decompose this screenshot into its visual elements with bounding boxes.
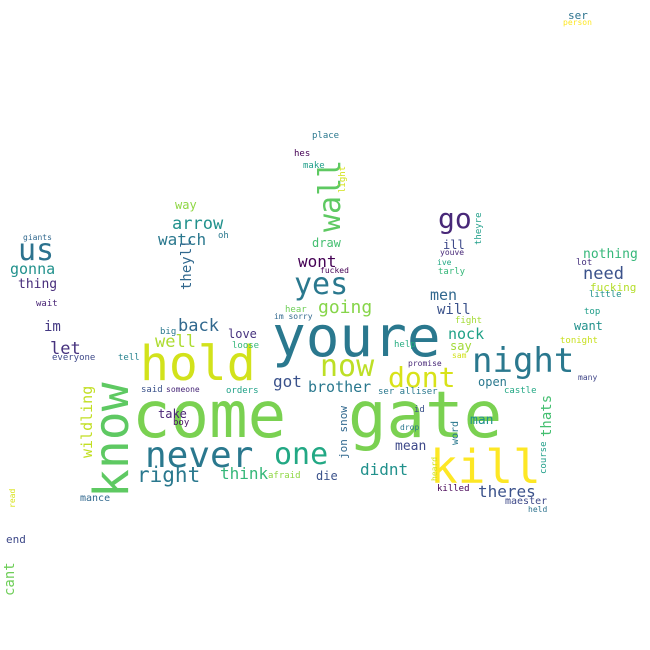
word-come: come — [132, 379, 287, 453]
word-make: make — [303, 161, 325, 171]
word-course: course — [539, 441, 549, 474]
word-die: die — [316, 469, 338, 483]
word-gate: gate — [348, 379, 503, 453]
word-said: said — [141, 385, 163, 395]
word-gonna: gonna — [10, 260, 56, 278]
word-fight: fight — [455, 316, 483, 326]
word-giants: giants — [23, 233, 52, 242]
word-youre: youre — [272, 305, 441, 370]
word-take: take — [158, 407, 187, 421]
word-watch: watch — [158, 230, 207, 249]
word-let: let — [50, 339, 81, 359]
word-someone: someone — [166, 385, 200, 394]
word-jon-snow: jon snow — [337, 406, 350, 459]
word-men: men — [430, 286, 458, 304]
word-word: word — [450, 420, 461, 445]
word-theyll: theyll — [179, 239, 195, 290]
word-im-sorry: im sorry — [274, 312, 313, 321]
word-way: way — [175, 198, 197, 212]
word-wildling: wildling — [78, 385, 96, 458]
word-tarly: tarly — [438, 267, 466, 277]
word-wait: wait — [36, 299, 58, 309]
word-ser: ser — [568, 9, 588, 22]
word-night: night — [472, 341, 575, 381]
word-afraid: afraid — [268, 471, 301, 481]
word-theyre: theyre — [474, 212, 484, 245]
word-kill: kill — [430, 440, 541, 494]
word-nock: nock — [448, 325, 485, 343]
word-go: go — [438, 202, 472, 235]
word-theres: theres — [478, 482, 536, 501]
word-man: man — [470, 413, 494, 428]
word-wont: wont — [298, 252, 337, 271]
word-got: got — [273, 372, 302, 391]
word-end: end — [6, 533, 26, 546]
word-thing: thing — [18, 277, 58, 292]
word-sam: sam — [452, 351, 467, 360]
word-dont: dont — [388, 361, 456, 394]
word-light: light — [338, 165, 348, 193]
word-hes: hes — [294, 149, 311, 159]
word-cant: cant — [2, 562, 18, 596]
word-maester: maester — [505, 496, 548, 507]
word-many: many — [578, 373, 598, 382]
word-say: say — [450, 339, 472, 353]
word-fucked: fucked — [320, 266, 349, 275]
word-lot: lot — [576, 258, 593, 268]
word-need: need — [583, 264, 624, 284]
word-open: open — [478, 375, 507, 389]
word-hear: hear — [285, 305, 307, 315]
word-id: id — [414, 405, 425, 415]
word-person: person — [563, 18, 592, 27]
word-little: little — [589, 290, 622, 300]
word-back: back — [178, 316, 219, 336]
word-heard: heard — [430, 456, 439, 481]
word-well: well — [155, 332, 196, 352]
word-love: love — [228, 327, 257, 341]
word-mean: mean — [395, 439, 427, 454]
word-oh: oh — [218, 231, 229, 241]
word-orders: orders — [226, 386, 259, 396]
word-im: im — [44, 319, 61, 335]
word-one: one — [274, 437, 329, 472]
word-yes: yes — [294, 267, 349, 302]
word-now: now — [320, 349, 375, 384]
word-loose: loose — [232, 341, 260, 351]
word-hold: hold — [140, 336, 256, 392]
word-will: will — [437, 302, 471, 318]
word-held: held — [528, 505, 548, 514]
word-going: going — [318, 297, 373, 318]
word-want: want — [574, 319, 603, 333]
word-tonight: tonight — [560, 336, 598, 346]
word-nothing: nothing — [583, 247, 638, 262]
word-boy: boy — [173, 418, 190, 428]
word-never: never — [145, 435, 254, 476]
word-help: help — [394, 340, 416, 350]
word-fucking: fucking — [590, 281, 637, 294]
word-drop: drop — [400, 423, 420, 432]
word-brother: brother — [308, 378, 372, 396]
word-right: right — [137, 463, 201, 487]
word-everyone: everyone — [52, 353, 96, 363]
word-ive: ive — [437, 258, 452, 267]
word-mance: mance — [80, 493, 111, 504]
word-thats: thats — [539, 394, 555, 437]
word-think: think — [220, 464, 269, 483]
word-promise: promise — [408, 359, 442, 368]
word-arrow: arrow — [172, 214, 224, 234]
word-draw: draw — [312, 236, 341, 250]
word-tell: tell — [118, 353, 140, 363]
word-top: top — [584, 307, 601, 317]
word-didnt: didnt — [360, 460, 409, 479]
word-castle: castle — [504, 386, 537, 396]
word-youve: youve — [440, 248, 465, 257]
word-read: read — [8, 488, 17, 508]
word-ill: ill — [443, 238, 465, 252]
word-place: place — [312, 131, 340, 141]
word-big: big — [160, 327, 177, 337]
word-ser-alliser: ser alliser — [378, 387, 438, 397]
word-us: us — [18, 233, 55, 268]
word-killed: killed — [437, 484, 470, 494]
